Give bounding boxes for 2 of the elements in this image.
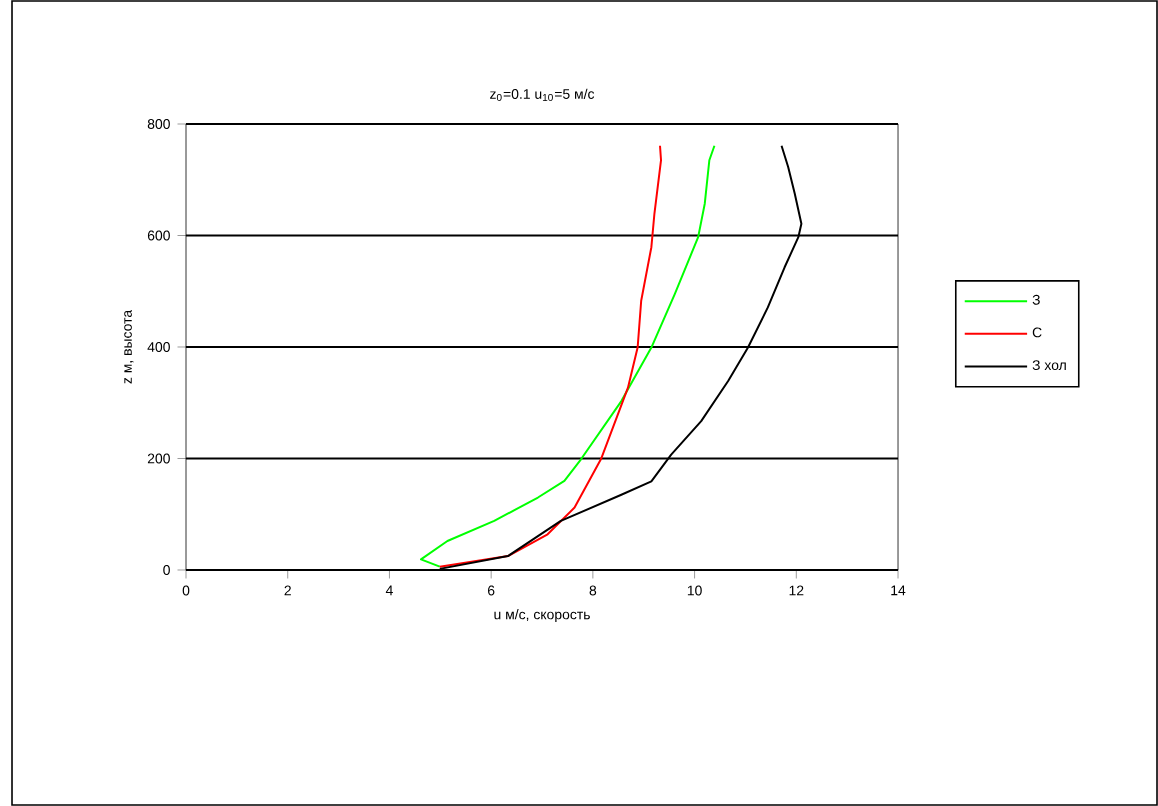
- line-series: [438, 144, 663, 568]
- line-series: [419, 144, 716, 568]
